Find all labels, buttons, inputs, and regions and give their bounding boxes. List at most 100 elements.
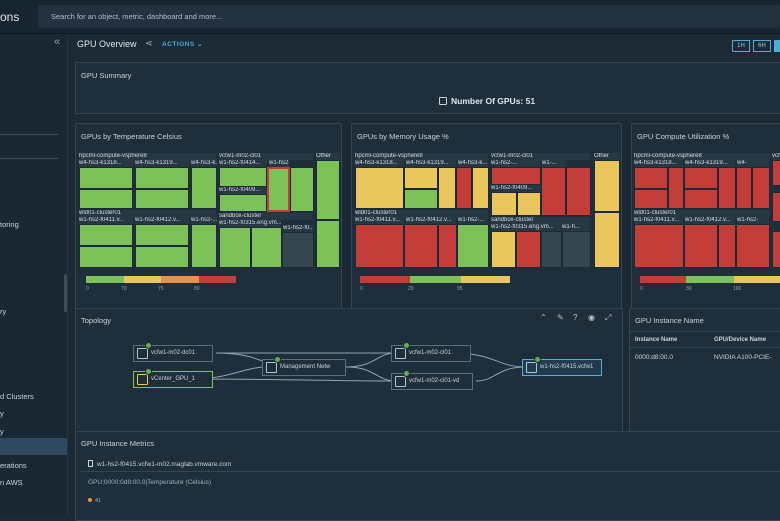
- heatmap-cell[interactable]: [772, 160, 780, 186]
- heatmap-cell[interactable]: [355, 167, 404, 209]
- heatmap-cell[interactable]: [718, 224, 736, 268]
- heatmap-cell[interactable]: [219, 167, 267, 187]
- heatmap-cell[interactable]: [772, 192, 780, 222]
- sidebar-item-other[interactable]: y: [0, 427, 4, 436]
- sidebar-item-clusters[interactable]: d Clusters: [0, 392, 34, 401]
- heatmap-cell[interactable]: [79, 224, 133, 246]
- memory-treemap[interactable]: hpcml-compute-vsphere8 w4-hs3-k1318... w…: [354, 152, 621, 270]
- cell-label: w1-hs2-f0409...: [491, 185, 541, 192]
- heatmap-cell[interactable]: [457, 224, 489, 268]
- help-icon[interactable]: ?: [573, 313, 578, 322]
- heatmap-cell[interactable]: [634, 167, 668, 189]
- heatmap-cell[interactable]: [135, 246, 189, 268]
- compute-treemap[interactable]: hpcml-compute-vsphere8 w4-hs3-k1318... w…: [634, 152, 780, 270]
- gpu-count: Number Of GPUs: 51: [439, 96, 535, 106]
- heatmap-cell[interactable]: [316, 160, 340, 220]
- heatmap-cell[interactable]: [355, 224, 404, 268]
- heatmap-cell[interactable]: [404, 167, 438, 189]
- heatmap-cell[interactable]: [752, 167, 770, 209]
- heatmap-cell[interactable]: [290, 167, 314, 212]
- heatmap-cell[interactable]: [438, 224, 457, 268]
- heatmap-cell[interactable]: [634, 224, 684, 268]
- heatmap-cell[interactable]: [472, 167, 489, 209]
- sidebar-active-item[interactable]: [0, 438, 67, 455]
- column-header-device[interactable]: GPU/Device Name: [714, 337, 767, 343]
- edit-icon[interactable]: ✎: [557, 313, 564, 322]
- share-icon[interactable]: ⋖: [145, 38, 153, 48]
- heatmap-cell[interactable]: [541, 231, 562, 268]
- heatmap-cell[interactable]: [79, 167, 133, 189]
- heatmap-cell[interactable]: [562, 231, 591, 268]
- heatmap-cell[interactable]: [282, 232, 314, 268]
- heatmap-cell[interactable]: [491, 167, 541, 185]
- heatmap-cell[interactable]: [79, 189, 133, 209]
- sidebar-divider: [0, 158, 58, 159]
- legend-tick: 0: [86, 286, 89, 292]
- group-label: vcfw1-m02-cl01: [491, 153, 590, 160]
- heatmap-cell[interactable]: [219, 194, 267, 212]
- cell-label: w4-hs3-k...: [191, 160, 217, 167]
- heatmap-cell[interactable]: [404, 189, 438, 209]
- topology-node-vcenter[interactable]: vCenter_GPU_1: [133, 368, 213, 388]
- sidebar-item-operations[interactable]: erations: [0, 461, 27, 470]
- topology-node-switch[interactable]: vcfw1-m02-cl01-vd: [391, 370, 473, 390]
- heatmap-cell[interactable]: [135, 189, 189, 209]
- heatmap-cell[interactable]: [684, 167, 718, 189]
- heatmap-cell[interactable]: [79, 246, 133, 268]
- topology-node-host[interactable]: w1-hs2-f0415.vcfw1: [522, 356, 602, 376]
- heatmap-cell[interactable]: [135, 224, 189, 246]
- actions-menu[interactable]: ACTIONS ⌄: [162, 41, 204, 48]
- heatmap-cell[interactable]: [219, 227, 251, 268]
- heatmap-cell[interactable]: [772, 231, 780, 268]
- heatmap-cell[interactable]: [491, 231, 516, 268]
- heatmap-cell[interactable]: [736, 167, 752, 209]
- panel-title: GPU Instance Name: [635, 316, 704, 325]
- heatmap-cell[interactable]: [736, 224, 770, 268]
- search-input[interactable]: Search for an object, metric, dashboard …: [38, 5, 780, 28]
- table-cell[interactable]: NVIDIA A100-PCIE-: [714, 354, 772, 361]
- heatmap-cell[interactable]: [516, 231, 541, 268]
- heatmap-cell[interactable]: [191, 224, 217, 268]
- page-title: GPU Overview: [77, 39, 137, 49]
- heatmap-cell-selected[interactable]: [267, 167, 290, 212]
- time-selected-button[interactable]: [774, 40, 780, 52]
- sidebar-scrollbar[interactable]: [64, 274, 67, 312]
- heatmap-cell[interactable]: [594, 160, 620, 212]
- health-ok-icon: [403, 342, 410, 349]
- table-cell[interactable]: 0000:d8:00.0: [635, 354, 673, 361]
- topology-node-datacenter[interactable]: vcfw1-m02-dc01: [133, 342, 213, 362]
- heatmap-cell[interactable]: [438, 167, 456, 209]
- heatmap-cell[interactable]: [404, 224, 438, 268]
- heatmap-cell[interactable]: [191, 167, 217, 209]
- topology-node-network[interactable]: Management Netw: [262, 356, 346, 376]
- cell-label: w4-hs3-k1318...: [634, 160, 683, 167]
- heatmap-cell[interactable]: [566, 167, 591, 216]
- collapse-sidebar-icon[interactable]: «: [54, 36, 61, 48]
- time-1h-button[interactable]: 1H: [732, 40, 750, 52]
- heatmap-cell[interactable]: [491, 192, 517, 216]
- heatmap-cell[interactable]: [684, 224, 718, 268]
- heatmap-cell[interactable]: [718, 167, 736, 209]
- heatmap-cell[interactable]: [456, 167, 472, 209]
- node-label: w1-hs2-f0415.vcfw1: [540, 364, 594, 370]
- sidebar-item-monitoring[interactable]: toring: [0, 220, 19, 229]
- expand-icon[interactable]: ⤢: [605, 313, 612, 322]
- heatmap-cell[interactable]: [316, 220, 340, 268]
- collapse-icon[interactable]: ⌃: [540, 313, 547, 322]
- column-header-instance[interactable]: Instance Name: [635, 337, 678, 343]
- heatmap-cell[interactable]: [541, 167, 566, 216]
- view-icon[interactable]: ◉: [588, 313, 595, 322]
- heatmap-cell[interactable]: [517, 192, 541, 216]
- sidebar-item-aws[interactable]: n AWS: [0, 478, 23, 487]
- heatmap-cell[interactable]: [684, 189, 718, 209]
- sidebar-item-inventory[interactable]: ry: [0, 307, 7, 316]
- heatmap-cell[interactable]: [634, 189, 668, 209]
- sidebar-item-gpu[interactable]: y: [0, 409, 4, 418]
- heatmap-cell[interactable]: [594, 212, 620, 268]
- topology-node-cluster[interactable]: vcfw1-m02-cl01: [391, 342, 471, 362]
- heatmap-cell[interactable]: [251, 227, 282, 268]
- heatmap-cell[interactable]: [668, 167, 684, 209]
- time-6h-button[interactable]: 6H: [753, 40, 771, 52]
- heatmap-cell[interactable]: [135, 167, 189, 189]
- temperature-treemap[interactable]: hpcml-compute-vsphere8 w4-hs3-k1318... w…: [78, 152, 341, 270]
